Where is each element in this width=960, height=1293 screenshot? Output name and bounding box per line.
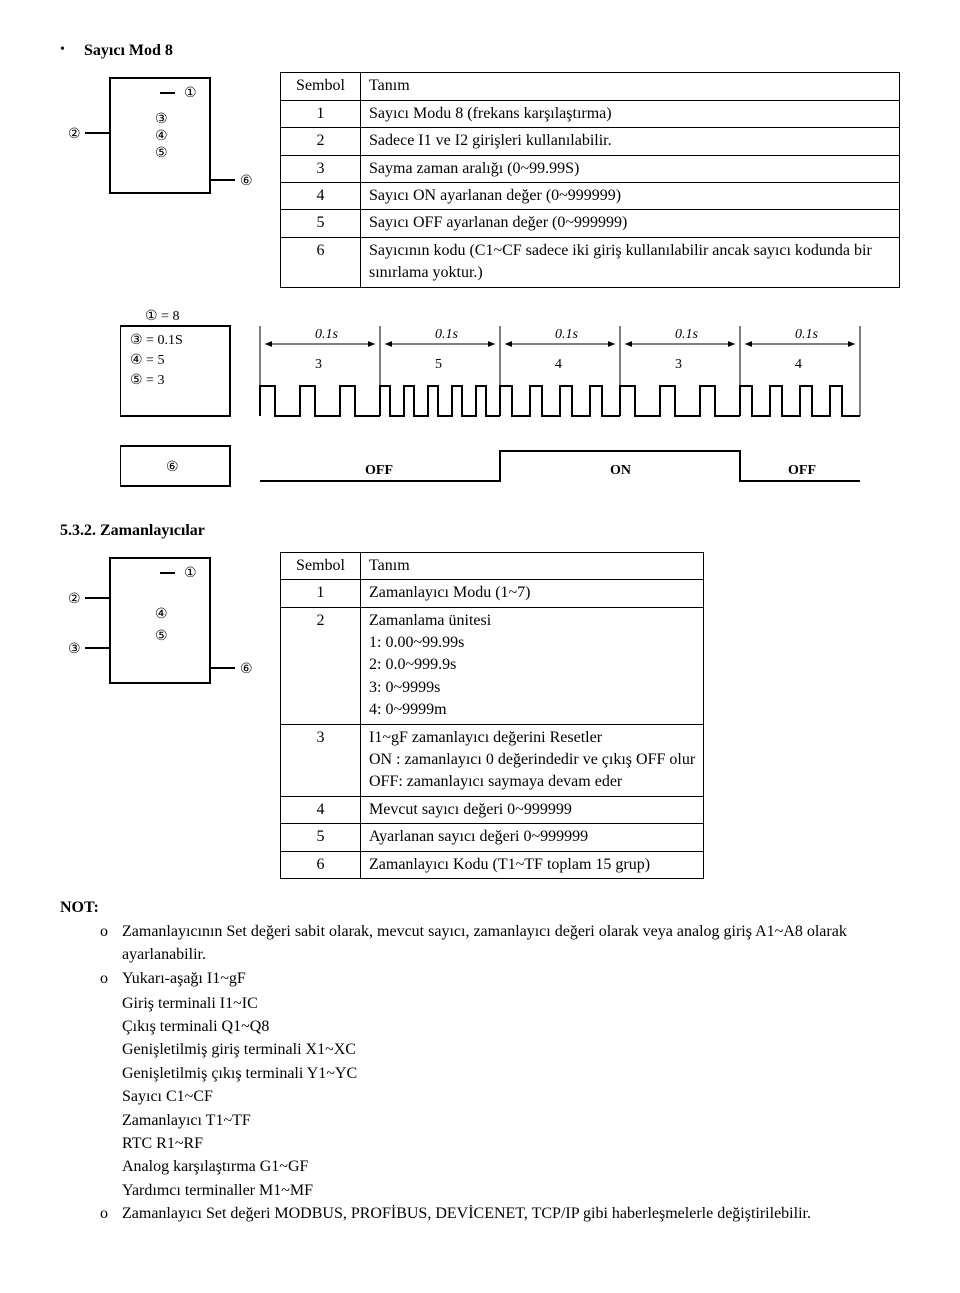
circle-3: ③ <box>155 112 168 127</box>
note-sub: Giriş terminali I1~IC <box>60 993 900 1015</box>
note-sub: Yardımcı terminaller M1~MF <box>60 1180 900 1202</box>
table-row: 6 <box>281 237 361 287</box>
note-marker: o <box>100 921 122 943</box>
table-row: 1 <box>281 580 361 607</box>
circle-2: ② <box>68 127 81 142</box>
circle-6: ⑥ <box>240 174 253 189</box>
st2: OFF <box>788 463 816 478</box>
table-row: Zamanlama ünitesi 1: 0.00~99.99s 2: 0.0~… <box>361 607 704 724</box>
note-sub: Genişletilmiş giriş terminali X1~XC <box>60 1039 900 1061</box>
d2-c5: ⑤ <box>155 629 168 644</box>
table-row: 4 <box>281 796 361 823</box>
table-row: 5 <box>281 210 361 237</box>
st1: ON <box>610 463 631 478</box>
d2-c2: ② <box>68 592 81 607</box>
eq4: ④ = 5 <box>130 353 164 368</box>
tl4: 0.1s <box>795 327 819 342</box>
cnt3: 3 <box>675 357 682 372</box>
circle-1: ① <box>184 86 197 101</box>
table-row: Zamanlayıcı Kodu (T1~TF toplam 15 grup) <box>361 851 704 878</box>
eq1: ① = 8 <box>145 309 179 324</box>
d2-c3: ③ <box>68 642 81 657</box>
bullet-dot: • <box>60 40 84 60</box>
cnt0: 3 <box>315 357 322 372</box>
table-row: I1~gF zamanlayıcı değerini Resetler ON :… <box>361 724 704 796</box>
table-row: Sayma zaman aralığı (0~99.99S) <box>361 155 900 182</box>
note-text: Zamanlayıcı Set değeri MODBUS, PROFİBUS,… <box>122 1203 811 1225</box>
note-marker: o <box>100 1203 122 1225</box>
note-sub: RTC R1~RF <box>60 1133 900 1155</box>
circle-4: ④ <box>155 129 168 144</box>
note-text: Yukarı-aşağı I1~gF <box>122 968 246 990</box>
title-sayici-mod-8: Sayıcı Mod 8 <box>84 40 173 62</box>
note-sub: Zamanlayıcı T1~TF <box>60 1110 900 1132</box>
note-marker: o <box>100 968 122 990</box>
tl2: 0.1s <box>555 327 579 342</box>
table-row: Sayıcı ON ayarlanan değer (0~999999) <box>361 182 900 209</box>
d2-c1: ① <box>184 566 197 581</box>
c6: ⑥ <box>166 460 179 475</box>
th2-def: Tanım <box>361 552 704 579</box>
heading-zamanlayicilar: 5.3.2. Zamanlayıcılar <box>60 520 900 542</box>
tl0: 0.1s <box>315 327 339 342</box>
table-row: 3 <box>281 724 361 796</box>
table-row: Sayıcı Modu 8 (frekans karşılaştırma) <box>361 100 900 127</box>
timing-diagram: ① = 8 ③ = 0.1S ④ = 5 ⑤ = 3 0.1s 0.1s 0.1… <box>120 306 900 496</box>
note-sub: Analog karşılaştırma G1~GF <box>60 1156 900 1178</box>
circle-5: ⑤ <box>155 146 168 161</box>
note-sub: Sayıcı C1~CF <box>60 1086 900 1108</box>
table-row: Mevcut sayıcı değeri 0~999999 <box>361 796 704 823</box>
d2-c6: ⑥ <box>240 662 253 677</box>
th-symbol: Sembol <box>281 73 361 100</box>
eq3: ③ = 0.1S <box>130 333 183 348</box>
table-row: 1 <box>281 100 361 127</box>
note-sub: Çıkış terminali Q1~Q8 <box>60 1016 900 1038</box>
table-row: Sayıcı OFF ayarlanan değer (0~999999) <box>361 210 900 237</box>
cnt4: 4 <box>795 357 802 372</box>
table-row: 4 <box>281 182 361 209</box>
table-row: 3 <box>281 155 361 182</box>
st0: OFF <box>365 463 393 478</box>
table-row: 2 <box>281 128 361 155</box>
th2-symbol: Sembol <box>281 552 361 579</box>
d2-c4: ④ <box>155 607 168 622</box>
table-row: 2 <box>281 607 361 724</box>
table-row: Zamanlayıcı Modu (1~7) <box>361 580 704 607</box>
eq5: ⑤ = 3 <box>130 373 164 388</box>
table-zamanlayici: Sembol Tanım 1Zamanlayıcı Modu (1~7) 2Za… <box>280 552 704 879</box>
tl3: 0.1s <box>675 327 699 342</box>
diagram-sayici-mod8: ① ② ③ ④ ⑤ ⑥ <box>60 68 260 208</box>
table-sayici-mod8: Sembol Tanım 1Sayıcı Modu 8 (frekans kar… <box>280 72 900 287</box>
cnt2: 4 <box>555 357 562 372</box>
note-sub: Genişletilmiş çıkış terminali Y1~YC <box>60 1063 900 1085</box>
table-row: Sadece I1 ve I2 girişleri kullanılabilir… <box>361 128 900 155</box>
table-row: Sayıcının kodu (C1~CF sadece iki giriş k… <box>361 237 900 287</box>
tl1: 0.1s <box>435 327 459 342</box>
note-text: Zamanlayıcının Set değeri sabit olarak, … <box>122 921 900 966</box>
table-row: 6 <box>281 851 361 878</box>
table-row: 5 <box>281 824 361 851</box>
th-def: Tanım <box>361 73 900 100</box>
not-label: NOT: <box>60 897 900 919</box>
diagram-zamanlayici: ① ② ③ ④ ⑤ ⑥ <box>60 548 260 698</box>
table-row: Ayarlanan sayıcı değeri 0~999999 <box>361 824 704 851</box>
cnt1: 5 <box>435 357 442 372</box>
